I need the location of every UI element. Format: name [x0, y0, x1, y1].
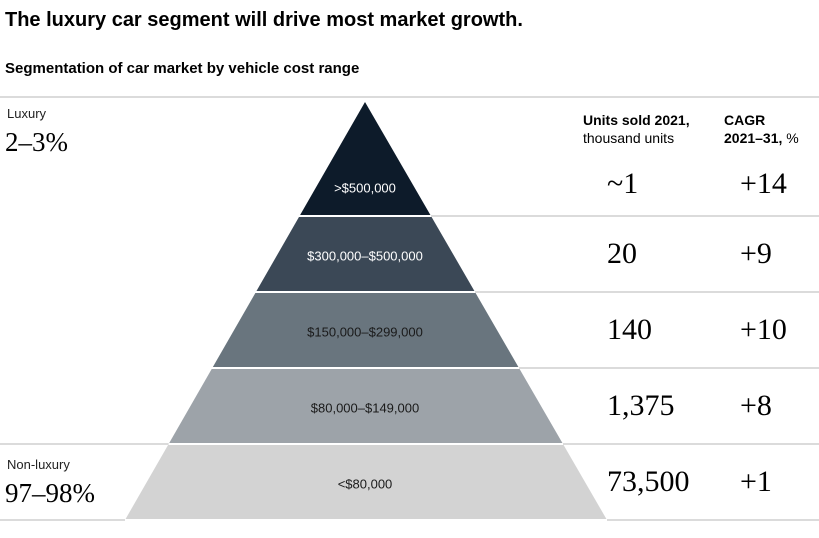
pyramid-tier: [125, 445, 607, 519]
units-sold-value: 20: [607, 237, 637, 270]
cagr-header-unit: %: [786, 130, 799, 146]
units-sold-value: 73,500: [607, 465, 690, 498]
cagr-value: +1: [740, 465, 772, 498]
tier-range-label: $300,000–$500,000: [307, 248, 423, 263]
page-title: The luxury car segment will drive most m…: [5, 9, 523, 31]
tier-range-label: $80,000–$149,000: [311, 400, 419, 415]
luxury-label: Luxury: [7, 106, 47, 121]
cagr-value: +8: [740, 389, 772, 422]
units-header-bold: Units sold 2021,: [583, 112, 690, 128]
pyramid-tier: [300, 102, 431, 215]
units-header-unit: thousand units: [583, 130, 675, 146]
cagr-value: +9: [740, 237, 772, 270]
tier-range-label: >$500,000: [334, 180, 396, 195]
cagr-value: +14: [740, 167, 787, 200]
units-sold-value: ~1: [607, 167, 639, 200]
cagr-header-bold-2: 2021–31,: [724, 130, 783, 146]
pyramid-tier: [256, 217, 475, 291]
units-sold-value: 140: [607, 313, 652, 346]
non-luxury-label: Non-luxury: [7, 457, 70, 472]
units-header: Units sold 2021, thousand units: [583, 111, 690, 147]
cagr-header-bold-1: CAGR: [724, 112, 766, 128]
luxury-share: 2–3%: [5, 127, 68, 157]
units-sold-value: 1,375: [607, 389, 675, 422]
tier-range-label: <$80,000: [338, 476, 393, 491]
subtitle: Segmentation of car market by vehicle co…: [5, 60, 360, 77]
non-luxury-share: 97–98%: [5, 478, 95, 508]
tier-range-label: $150,000–$299,000: [307, 324, 423, 339]
cagr-value: +10: [740, 313, 787, 346]
pyramid-tier: [169, 369, 563, 443]
cagr-header: CAGR 2021–31, %: [724, 111, 799, 147]
pyramid-tier: [212, 293, 519, 367]
